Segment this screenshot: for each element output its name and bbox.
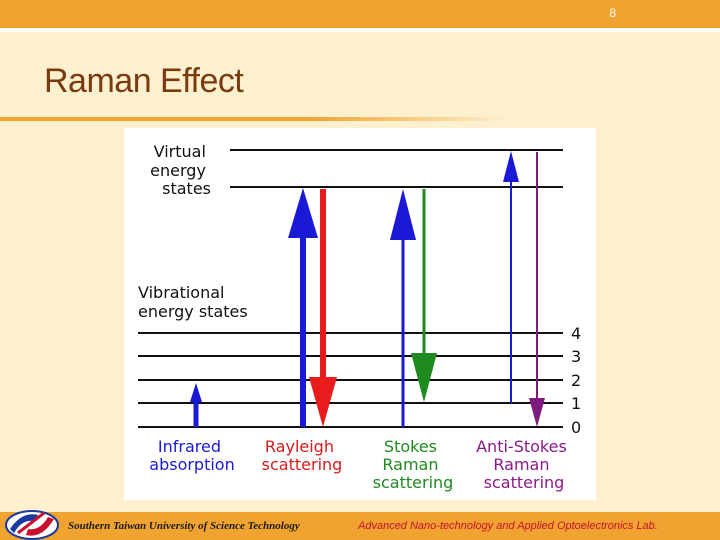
stokes-raman-label: Stokes Raman scattering	[373, 437, 454, 492]
level-number-4: 4	[571, 324, 581, 343]
level-number-3: 3	[571, 347, 581, 366]
stokes-emission-arrow	[411, 189, 437, 402]
top-bar	[0, 0, 720, 28]
level-number-0: 0	[571, 418, 581, 437]
rayleigh-emission-arrow	[309, 189, 337, 427]
footer-institution: Southern Taiwan University of Science Te…	[68, 520, 300, 532]
footer-lab-name: Advanced Nano-technology and Applied Opt…	[358, 520, 658, 532]
footer-bar	[0, 512, 720, 540]
title-underline	[0, 117, 510, 121]
diagram-panel	[124, 128, 596, 500]
top-divider	[0, 28, 720, 32]
university-logo	[5, 510, 59, 540]
slide-title: Raman Effect	[44, 62, 244, 100]
anti-stokes-raman-label: Anti-Stokes Raman scattering	[476, 437, 572, 492]
rayleigh-scattering-label: Rayleigh scattering	[262, 437, 343, 474]
stokes-excitation-arrow	[390, 189, 416, 427]
anti-stokes-emission-arrow	[529, 152, 545, 427]
vibrational-states-label: Vibrational energy states	[138, 283, 248, 321]
infrared-absorption-arrow	[190, 383, 202, 427]
level-number-1: 1	[571, 394, 581, 413]
virtual-states-label: Virtual energy states	[150, 142, 211, 198]
anti-stokes-excitation-arrow	[503, 151, 519, 403]
level-number-2: 2	[571, 371, 581, 390]
slide-number: 8	[609, 6, 616, 20]
infrared-absorption-label: Infrared absorption	[149, 437, 234, 474]
rayleigh-excitation-arrow	[288, 188, 318, 427]
